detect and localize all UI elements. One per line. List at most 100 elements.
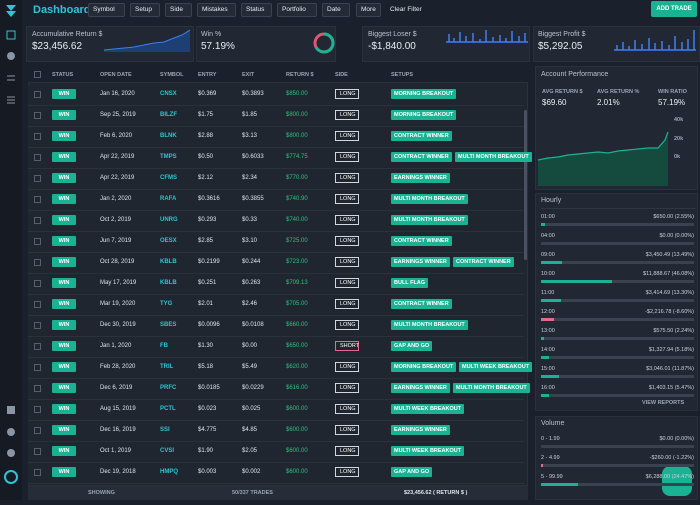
- side-badge: LONG: [335, 194, 359, 204]
- open-date: Oct 1, 2019: [100, 448, 132, 454]
- symbol[interactable]: KBLB: [160, 259, 177, 265]
- nav-icon[interactable]: [7, 75, 15, 81]
- symbol[interactable]: BILZF: [160, 112, 177, 118]
- bar-value: $1,327.94 (5.18%): [648, 347, 694, 353]
- symbol[interactable]: KBLB: [160, 280, 177, 286]
- column-header[interactable]: STATUS: [52, 72, 74, 78]
- bar-track: [541, 242, 694, 245]
- bar-fill: [541, 483, 579, 486]
- scrollbar[interactable]: [524, 110, 527, 260]
- row-checkbox[interactable]: [34, 364, 41, 371]
- y-tick-label: 0k: [674, 154, 681, 160]
- symbol[interactable]: PRFC: [160, 385, 177, 391]
- open-date: Oct 28, 2019: [100, 259, 135, 265]
- exit: $2.46: [242, 301, 258, 307]
- row-checkbox[interactable]: [34, 448, 41, 455]
- bar-value: $0.00 (0.00%): [659, 436, 694, 442]
- footer-showing: SHOWING: [88, 490, 115, 496]
- row-checkbox[interactable]: [34, 196, 41, 203]
- setup-badge: MULTI MONTH BREAKOUT: [391, 194, 468, 204]
- symbol[interactable]: TMPS: [160, 154, 177, 160]
- column-header[interactable]: SYMBOL: [160, 72, 184, 78]
- nav-icon[interactable]: [7, 96, 15, 104]
- row-checkbox[interactable]: [34, 133, 41, 140]
- status-badge: WIN: [52, 362, 76, 372]
- nav-icon[interactable]: [7, 449, 15, 457]
- side-badge: SHORT: [335, 341, 359, 351]
- filter-button[interactable]: Date: [322, 3, 350, 17]
- bar-label: 0 - 1.99: [541, 436, 560, 442]
- nav-icon[interactable]: [7, 428, 15, 436]
- symbol[interactable]: HMPQ: [160, 469, 178, 475]
- card-title: Account Performance: [541, 71, 609, 78]
- entry: $0.369: [198, 91, 217, 97]
- row-checkbox[interactable]: [34, 259, 41, 266]
- column-header[interactable]: EXIT: [242, 72, 255, 78]
- metric-label: AVG RETURN $: [542, 89, 583, 95]
- side-badge: LONG: [335, 299, 359, 309]
- symbol[interactable]: CVSI: [160, 448, 175, 454]
- nav-icon[interactable]: [7, 52, 15, 60]
- filter-button[interactable]: Symbol: [88, 3, 125, 17]
- symbol[interactable]: FB: [160, 343, 168, 349]
- setup-badge: CONTRACT WINNER: [453, 257, 514, 267]
- symbol[interactable]: TRIL: [160, 364, 174, 370]
- status-badge: WIN: [52, 173, 76, 183]
- view-reports-link[interactable]: VIEW REPORTS: [642, 400, 685, 406]
- filter-button[interactable]: Side: [165, 3, 192, 17]
- row-checkbox[interactable]: [34, 217, 41, 224]
- open-date: Sep 25, 2019: [100, 112, 136, 118]
- symbol[interactable]: SSI: [160, 427, 170, 433]
- symbol[interactable]: SBES: [160, 322, 177, 328]
- entry: $1.75: [198, 112, 214, 118]
- return: $800.00: [286, 112, 308, 118]
- stat-label: Win %: [201, 31, 222, 38]
- symbol[interactable]: CNSX: [160, 91, 177, 97]
- symbol[interactable]: PCTL: [160, 406, 176, 412]
- row-checkbox[interactable]: [34, 385, 41, 392]
- table-footer: [28, 486, 528, 500]
- symbol[interactable]: BLNK: [160, 133, 177, 139]
- return: $850.00: [286, 91, 308, 97]
- add-trade-button[interactable]: ADD TRADE: [651, 1, 697, 17]
- filter-button[interactable]: Setup: [130, 3, 160, 17]
- symbol[interactable]: RAFA: [160, 196, 177, 202]
- more-button[interactable]: More: [356, 3, 381, 17]
- setup-badge: MULTI MONTH BREAKOUT: [453, 383, 530, 393]
- symbol[interactable]: UNRG: [160, 217, 178, 223]
- row-checkbox[interactable]: [34, 343, 41, 350]
- exit: $0.0229: [242, 385, 264, 391]
- column-header[interactable]: RETURN $: [286, 72, 314, 78]
- row-checkbox[interactable]: [34, 91, 41, 98]
- nav-icon[interactable]: [7, 406, 15, 414]
- row-checkbox[interactable]: [34, 301, 41, 308]
- stat-card: [533, 26, 700, 62]
- side-badge: LONG: [335, 173, 359, 183]
- symbol[interactable]: CFMS: [160, 175, 177, 181]
- side-badge: LONG: [335, 446, 359, 456]
- return: $770.00: [286, 175, 308, 181]
- column-header[interactable]: ENTRY: [198, 72, 217, 78]
- row-checkbox[interactable]: [34, 322, 41, 329]
- row-checkbox[interactable]: [34, 238, 41, 245]
- column-header[interactable]: OPEN DATE: [100, 72, 132, 78]
- bar-fill: [541, 299, 562, 302]
- filter-button[interactable]: Status: [241, 3, 272, 17]
- column-header[interactable]: SETUPS: [391, 72, 414, 78]
- chat-button[interactable]: [662, 466, 692, 496]
- row-checkbox[interactable]: [34, 112, 41, 119]
- row-checkbox[interactable]: [34, 427, 41, 434]
- clear-filter[interactable]: Clear Filter: [390, 6, 422, 13]
- row-checkbox[interactable]: [34, 175, 41, 182]
- column-header[interactable]: SIDE: [335, 72, 348, 78]
- symbol[interactable]: OESX: [160, 238, 177, 244]
- row-checkbox[interactable]: [34, 406, 41, 413]
- nav-icon[interactable]: [6, 30, 16, 40]
- user-avatar[interactable]: [4, 470, 18, 484]
- row-checkbox[interactable]: [34, 280, 41, 287]
- filter-button[interactable]: Mistakes: [197, 3, 236, 17]
- symbol[interactable]: TYG: [160, 301, 173, 307]
- row-checkbox[interactable]: [34, 154, 41, 161]
- row-checkbox[interactable]: [34, 469, 41, 476]
- filter-button[interactable]: Portfolio: [277, 3, 317, 17]
